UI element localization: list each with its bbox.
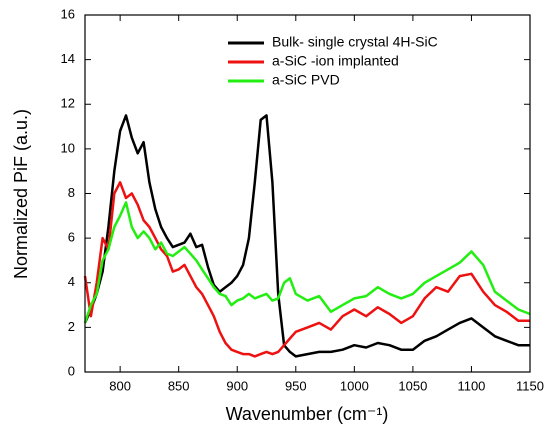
y-tick-label: 16 [61,6,75,21]
data-line [83,181,530,358]
x-tick-label: 1000 [340,378,369,393]
y-tick-label: 4 [68,274,75,289]
x-tick-label: 950 [285,378,307,393]
x-tick-label: 1050 [398,378,427,393]
plot-frame [84,14,531,373]
legend-label: a-SiC PVD [272,72,340,88]
y-tick-label: 12 [61,96,75,111]
x-tick-label: 1100 [457,378,485,393]
x-tick-label: 850 [168,378,190,393]
y-tick-label: 0 [68,363,75,378]
legend-label: a-SiC -ion implanted [272,53,399,69]
y-tick-label: 2 [68,319,75,334]
x-tick-label: 800 [109,378,131,393]
x-tick-label: 1150 [516,378,544,393]
y-tick-label: 14 [61,51,75,66]
y-tick-label: 6 [68,230,75,245]
data-line [83,114,530,358]
y-axis-label: Normalized PiF (a.u.) [11,109,31,279]
x-tick-label: 900 [226,378,248,393]
legend-label: Bulk- single crystal 4H-SiC [272,34,438,50]
data-line [83,201,531,324]
x-axis-label: Wavenumber (cm⁻¹) [226,404,389,424]
y-tick-label: 10 [61,140,75,155]
y-tick-label: 8 [68,185,75,200]
